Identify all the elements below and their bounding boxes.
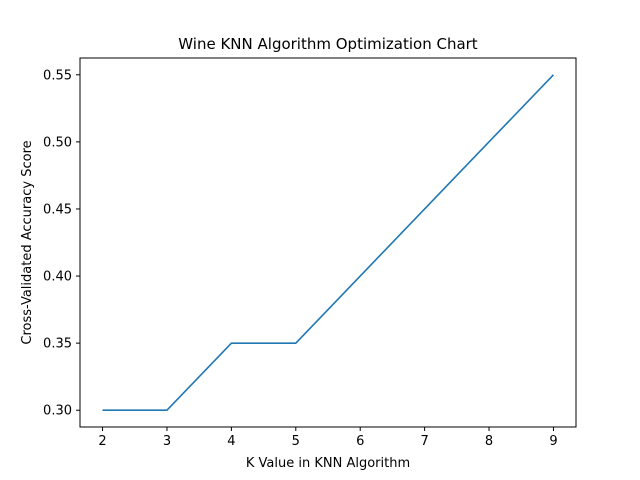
axes-frame (79, 57, 577, 428)
series-layer (102, 74, 555, 412)
x-tick-label: 4 (227, 434, 235, 449)
y-axis-label: Cross-Validated Accuracy Score (20, 140, 35, 344)
x-tick-label: 6 (356, 434, 364, 449)
x-axis-label: K Value in KNN Algorithm (246, 456, 410, 471)
x-tick-label: 3 (163, 434, 171, 449)
x-tick-label: 7 (420, 434, 428, 449)
y-tick-label: 0.35 (43, 337, 72, 352)
chart-title: Wine KNN Algorithm Optimization Chart (178, 35, 478, 53)
x-tick-label: 2 (98, 434, 106, 449)
y-tick-label: 0.55 (43, 68, 72, 83)
y-tick-label: 0.50 (43, 135, 72, 150)
y-axis-ticks: 0.30 0.35 0.40 0.45 0.50 0.55 (43, 68, 80, 419)
x-tick-label: 9 (549, 434, 557, 449)
plot-area: 2 3 4 5 6 7 8 9 0.30 0.35 0.40 0.45 0.50 0.55 (43, 57, 577, 449)
x-tick-label: 8 (485, 434, 493, 449)
y-tick-label: 0.40 (43, 270, 72, 285)
y-tick-label: 0.30 (43, 404, 72, 419)
series-line (102, 74, 555, 412)
y-tick-label: 0.45 (43, 202, 72, 217)
x-tick-label: 5 (292, 434, 300, 449)
x-axis-ticks: 2 3 4 5 6 7 8 9 (98, 427, 558, 449)
